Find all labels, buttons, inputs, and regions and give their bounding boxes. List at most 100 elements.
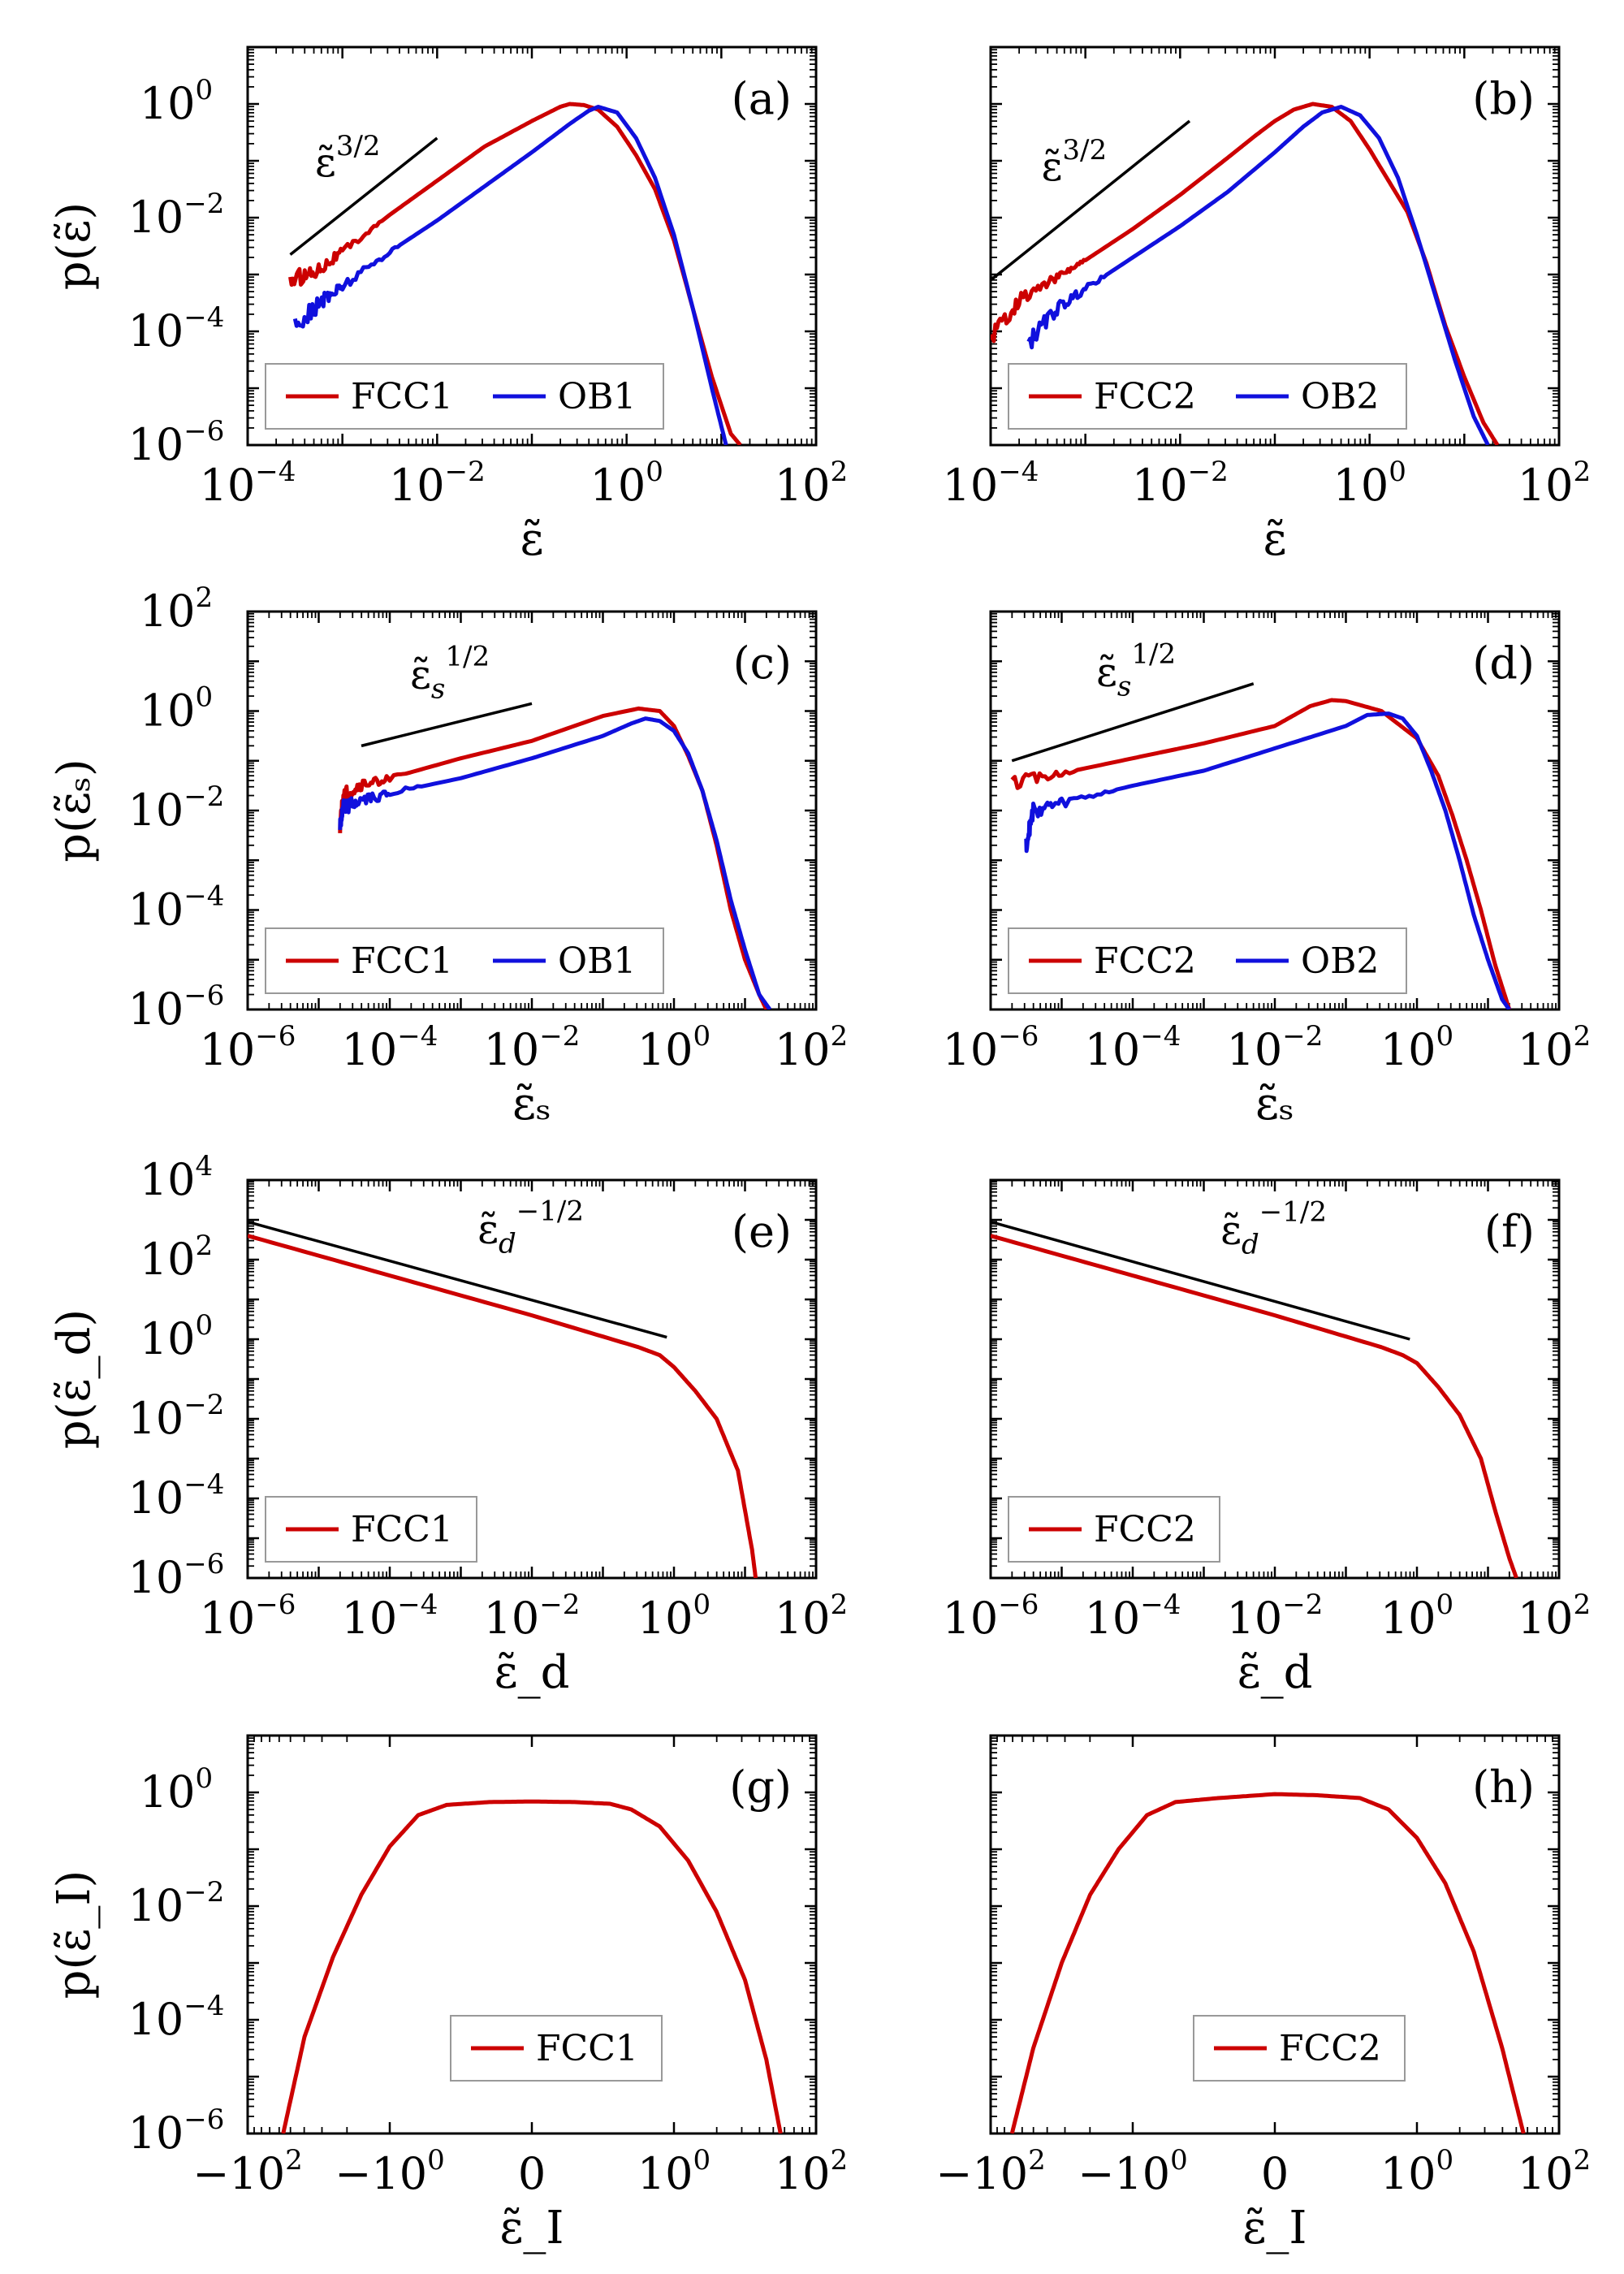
panel-label: (h) xyxy=(1472,1762,1535,1813)
series-line-fcc2 xyxy=(991,1234,1518,1578)
y-tick-label: 10−4 xyxy=(128,880,225,936)
panel-c: 10−6 10−4 10−2 100 102 10−6 10−4 10−2 100 102 ε̃ₛ p… xyxy=(48,581,848,1131)
y-tick-label: 10−2 xyxy=(128,1876,225,1931)
y-tick-label: 10−6 xyxy=(128,979,225,1035)
power-law-guide-line xyxy=(991,119,1191,282)
y-tick-label: 10−2 xyxy=(128,1389,225,1444)
x-tick-label: 102 xyxy=(1518,456,1591,511)
y-tick-label: 100 xyxy=(140,1762,213,1818)
x-tick-label: 10−4 xyxy=(1085,1589,1181,1644)
series-line-ob2 xyxy=(1024,711,1511,1009)
legend-label: FCC1 xyxy=(351,376,453,417)
x-tick-label: 100 xyxy=(1380,1020,1453,1075)
x-tick-label: 100 xyxy=(637,1020,710,1075)
y-tick-label: 100 xyxy=(140,1309,213,1364)
power-law-annotation: ε̃3/2 xyxy=(315,130,381,186)
x-tick-label: 102 xyxy=(775,456,848,511)
legend: FCC1 xyxy=(450,2015,663,2082)
legend: FCC2 OB2 xyxy=(1008,363,1407,430)
legend-label: OB1 xyxy=(558,376,636,417)
panel-d: 10−6 10−4 10−2 100 102 ε̃ₛ (d) ε̃s1/2 FCC2 OB2 xyxy=(943,610,1591,1131)
panel-a: 10−4 10−2 100 10210−610−410−2100ε̃p(ε̃)(a)ε… xyxy=(48,45,848,566)
x-tick-label: 100 xyxy=(1332,456,1406,511)
legend-label: FCC2 xyxy=(1094,940,1196,982)
x-axis-label: ε̃ xyxy=(1263,513,1286,566)
x-tick-label: 10−4 xyxy=(200,456,296,511)
x-tick-label: 10−2 xyxy=(484,1589,581,1644)
legend: FCC1 xyxy=(265,1496,477,1563)
panel-label: (g) xyxy=(729,1762,792,1813)
y-tick-label: 10−6 xyxy=(128,415,225,470)
legend-label: FCC1 xyxy=(351,940,453,982)
x-tick-label: 100 xyxy=(590,456,663,511)
legend-label: OB2 xyxy=(1301,940,1379,982)
x-axis-label: ε̃ₛ xyxy=(1255,1078,1294,1131)
power-law-guide-line xyxy=(1011,682,1255,763)
y-tick-label: 10−4 xyxy=(128,301,225,357)
power-law-guide-line xyxy=(991,1220,1410,1341)
legend-label: FCC2 xyxy=(1094,1509,1196,1550)
x-tick-label: 10−6 xyxy=(200,1589,296,1644)
panel-b: 10−4 10−2 100 102 ε̃ (b) ε̃3/2 FCC2 OB2 xyxy=(943,45,1591,566)
x-tick-label: −102 xyxy=(192,2144,303,2199)
legend: FCC2 xyxy=(1193,2015,1406,2082)
series-line-ob1 xyxy=(292,105,728,445)
power-law-annotation: ε̃s1/2 xyxy=(1096,638,1176,703)
x-axis-label: ε̃ₛ xyxy=(512,1078,551,1131)
y-tick-label: 104 xyxy=(140,1150,213,1205)
panel-label: (a) xyxy=(732,73,792,124)
power-law-annotation: ε̃d−1/2 xyxy=(477,1195,584,1260)
series-line-fcc1 xyxy=(281,1799,783,2133)
x-tick-label: 10−6 xyxy=(200,1020,296,1075)
x-tick-label: 10−2 xyxy=(484,1020,581,1075)
legend: FCC1 OB1 xyxy=(265,363,664,430)
panel-label: (d) xyxy=(1472,638,1535,689)
x-axis-label: ε̃_I xyxy=(1242,2202,1307,2255)
panel-label: (e) xyxy=(732,1206,792,1257)
panel-h: −102 −100 0 100 102 ε̃_I (h) FCC2 xyxy=(935,1734,1591,2255)
legend-label: FCC1 xyxy=(536,2028,638,2069)
x-tick-label: 10−6 xyxy=(943,1020,1039,1075)
x-axis-label: ε̃ xyxy=(520,513,543,566)
y-tick-label: 102 xyxy=(140,1230,213,1285)
y-axis-label: p(ε̃_I) xyxy=(48,1870,101,1999)
x-axis-label: ε̃_I xyxy=(499,2202,564,2255)
panel-label: (f) xyxy=(1484,1206,1535,1257)
y-tick-label: 10−6 xyxy=(128,2103,225,2159)
panel-label: (c) xyxy=(733,638,792,689)
y-tick-label: 10−4 xyxy=(128,1990,225,2045)
x-axis-label: ε̃_d xyxy=(1237,1646,1313,1699)
y-tick-label: 10−6 xyxy=(128,1548,225,1603)
x-tick-label: −100 xyxy=(1078,2144,1188,2199)
series-line-fcc2 xyxy=(1009,1792,1526,2133)
legend: FCC2 xyxy=(1008,1496,1220,1563)
x-tick-label: 0 xyxy=(518,2148,546,2199)
x-tick-label: 10−2 xyxy=(1227,1589,1324,1644)
power-law-annotation: ε̃3/2 xyxy=(1042,134,1108,190)
y-axis-label: p(ε̃_d) xyxy=(48,1309,101,1449)
x-tick-label: 10−2 xyxy=(1227,1020,1324,1075)
legend-label: OB1 xyxy=(558,940,636,982)
x-tick-label: −102 xyxy=(935,2144,1046,2199)
series-line-fcc1 xyxy=(248,1234,758,1578)
x-tick-label: 100 xyxy=(637,2144,710,2199)
x-tick-label: 100 xyxy=(1380,2144,1453,2199)
x-tick-label: 10−2 xyxy=(389,456,486,511)
x-tick-label: 100 xyxy=(1380,1589,1453,1644)
panel-f: 10−6 10−4 10−2 100 102 ε̃_d (f) ε̃d−1/2 FCC2 xyxy=(943,1178,1591,1699)
legend-label: FCC1 xyxy=(351,1509,453,1550)
x-tick-label: 10−4 xyxy=(1085,1020,1181,1075)
y-axis-label: p(ε̃) xyxy=(48,202,101,291)
y-tick-label: 10−4 xyxy=(128,1468,225,1524)
x-tick-label: 10−4 xyxy=(342,1589,438,1644)
x-tick-label: 10−6 xyxy=(943,1589,1039,1644)
x-tick-label: −100 xyxy=(335,2144,445,2199)
panel-e: 10−6 10−4 10−2 100 102 10−6 10−4 10−2 100 102 104 ε… xyxy=(48,1150,848,1699)
legend-label: FCC2 xyxy=(1094,376,1196,417)
y-tick-label: 10−2 xyxy=(128,188,225,243)
x-tick-label: 102 xyxy=(775,2144,848,2199)
power-law-guide-line xyxy=(289,136,438,256)
y-tick-label: 100 xyxy=(140,74,213,129)
y-tick-label: 102 xyxy=(140,581,213,637)
legend: FCC2 OB2 xyxy=(1008,927,1407,994)
